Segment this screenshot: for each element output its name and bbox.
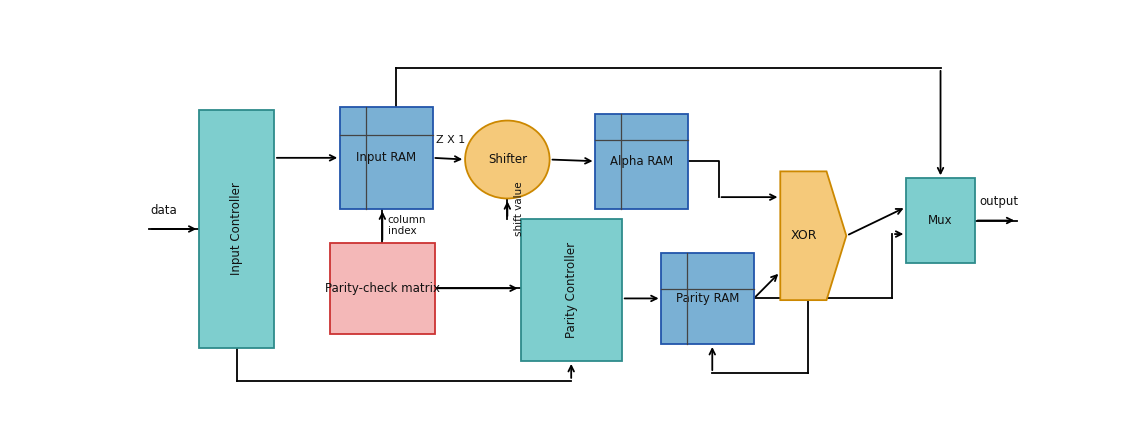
FancyBboxPatch shape bbox=[520, 219, 621, 361]
Text: Alpha RAM: Alpha RAM bbox=[610, 155, 674, 168]
Text: column
index: column index bbox=[387, 215, 426, 236]
Text: XOR: XOR bbox=[791, 229, 817, 242]
Text: Parity-check matrix: Parity-check matrix bbox=[325, 282, 440, 295]
FancyBboxPatch shape bbox=[340, 107, 433, 209]
FancyBboxPatch shape bbox=[329, 242, 435, 334]
Text: Parity RAM: Parity RAM bbox=[676, 292, 740, 305]
FancyBboxPatch shape bbox=[199, 110, 274, 348]
Text: shift value: shift value bbox=[513, 181, 524, 236]
FancyBboxPatch shape bbox=[661, 253, 754, 344]
Text: output: output bbox=[979, 195, 1018, 208]
FancyBboxPatch shape bbox=[595, 114, 687, 209]
Polygon shape bbox=[780, 171, 846, 300]
Text: Parity Controller: Parity Controller bbox=[565, 242, 578, 338]
Text: Z X 1: Z X 1 bbox=[436, 135, 466, 145]
Text: Mux: Mux bbox=[928, 214, 953, 227]
Ellipse shape bbox=[465, 121, 550, 198]
Text: Input RAM: Input RAM bbox=[357, 151, 417, 164]
FancyBboxPatch shape bbox=[907, 178, 975, 263]
Text: Input Controller: Input Controller bbox=[231, 183, 243, 275]
Text: data: data bbox=[151, 204, 177, 217]
Text: Shifter: Shifter bbox=[487, 153, 527, 166]
